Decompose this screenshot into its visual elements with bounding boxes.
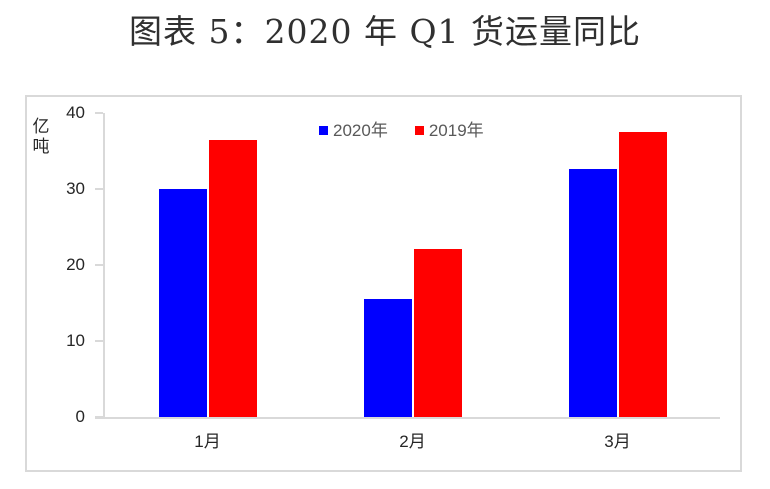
y-tick-label: 0 (75, 407, 85, 426)
legend-label: 2019年 (428, 121, 484, 140)
x-tick-label-3月: 3月 (604, 432, 631, 451)
y-axis-tick (95, 340, 103, 342)
y-tick-label: 30 (66, 179, 85, 198)
y-axis-tick (95, 264, 103, 266)
legend-item-2020年: 2020年 (319, 121, 388, 140)
bar-2019年-3月 (618, 132, 667, 417)
chart-panel: 亿吨 2020年 2019年 0 10 20 30 40 1月 2月 3月 (25, 95, 742, 472)
y-axis-label: 亿吨 (32, 117, 50, 156)
bar-2020年-2月 (363, 299, 412, 417)
bar-2019年-2月 (413, 249, 462, 417)
legend-marker (319, 126, 328, 135)
chart-title: 图表 5：2020 年 Q1 货运量同比 (129, 12, 641, 51)
plot-area: 0 10 20 30 40 1月 2月 3月 (66, 103, 720, 451)
legend-label: 2020年 (333, 121, 388, 140)
x-tick-label-1月: 1月 (194, 432, 221, 451)
y-axis-tick (95, 188, 103, 190)
legend-item-2019年: 2019年 (414, 121, 484, 140)
y-tick-label: 20 (66, 255, 85, 274)
legend: 2020年 2019年 (319, 121, 484, 140)
y-tick-label: 10 (66, 331, 85, 350)
y-axis-tick (95, 416, 103, 418)
legend-marker (414, 126, 424, 135)
bar-2019年-1月 (208, 139, 257, 417)
x-tick-label-2月: 2月 (399, 432, 426, 451)
y-axis-tick (95, 112, 103, 114)
bar-2020年-1月 (158, 189, 207, 417)
y-axis-line (103, 113, 105, 417)
y-tick-label: 40 (66, 103, 85, 122)
x-axis-line (95, 417, 720, 419)
bar-2020年-3月 (568, 169, 617, 417)
